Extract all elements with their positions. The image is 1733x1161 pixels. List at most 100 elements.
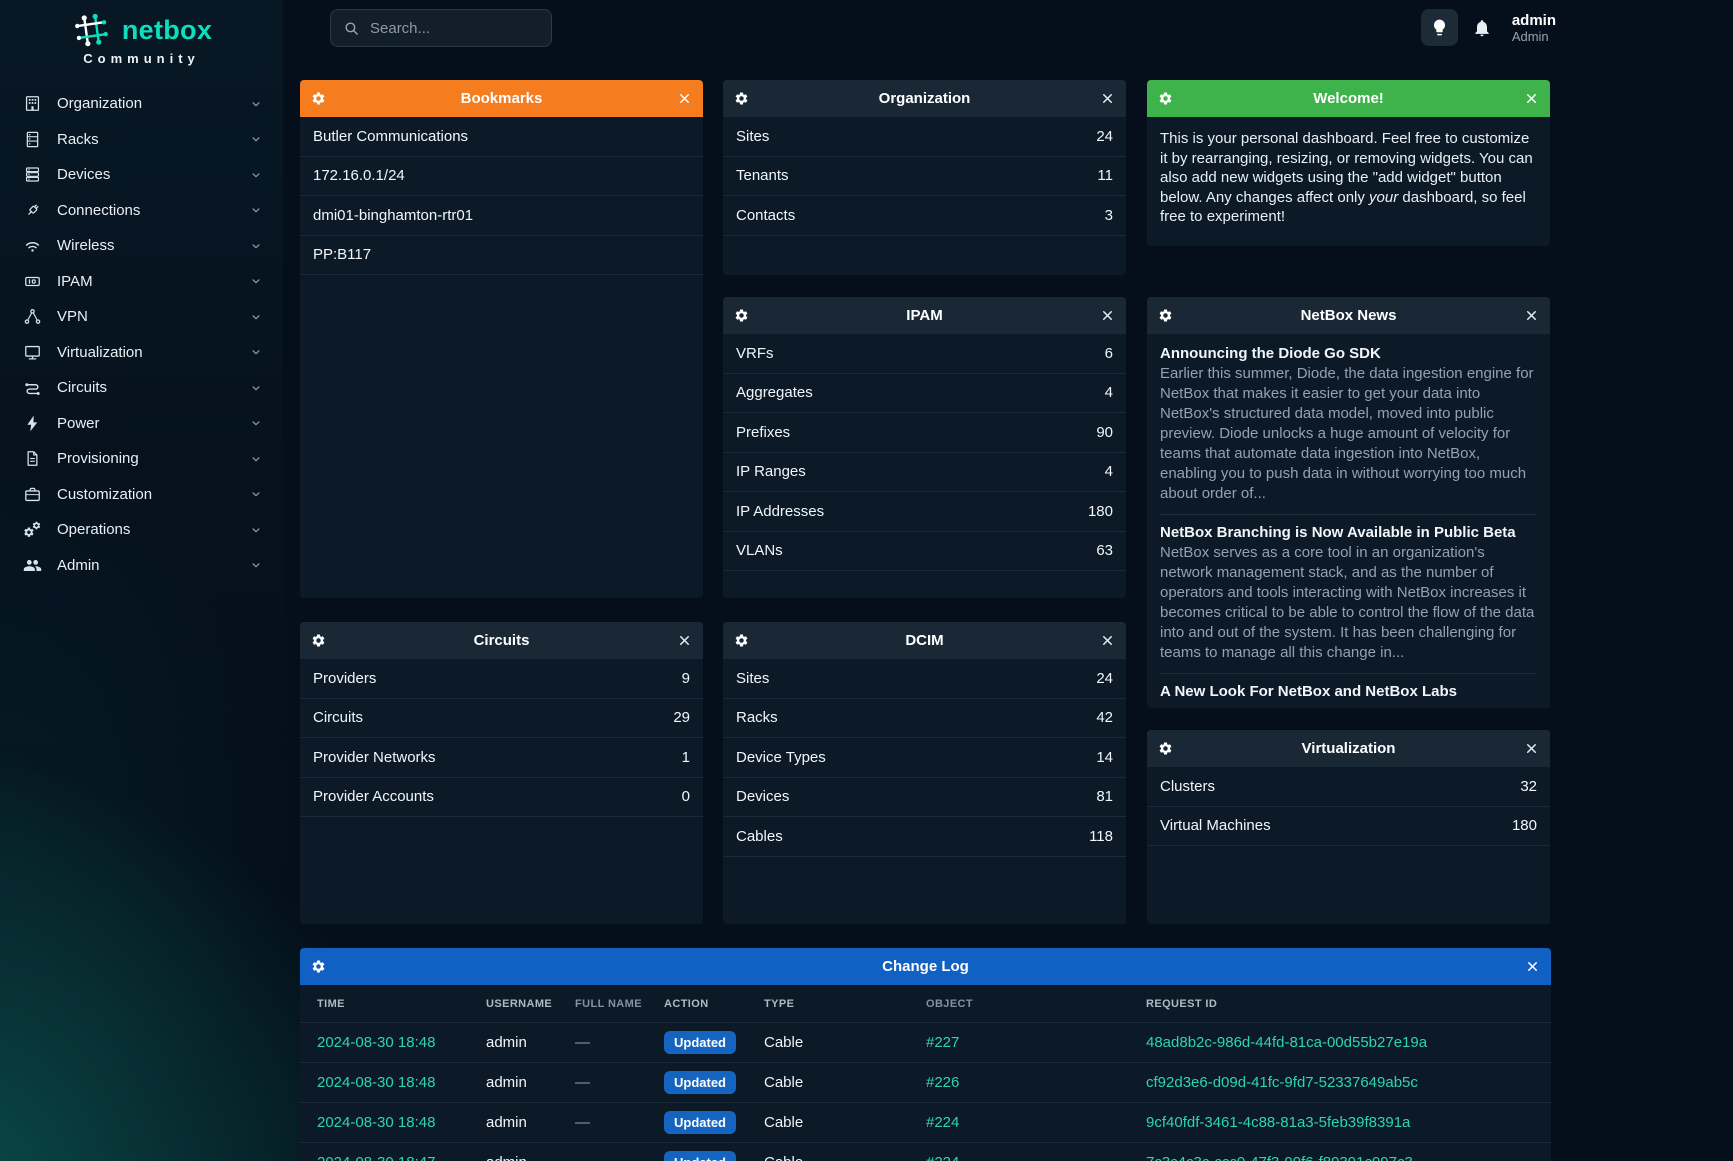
change-request-id-link[interactable]: 48ad8b2c-986d-44fd-81ca-00d55b27e19a xyxy=(1146,1034,1534,1051)
change-object-link[interactable]: #224 xyxy=(926,1114,1146,1131)
stat-link[interactable]: Clusters xyxy=(1160,778,1215,795)
change-request-id-link[interactable]: 7c3c4c3c-ccc0-47f3-99f6-f89391c997c3 xyxy=(1146,1154,1534,1161)
sidebar-item-label: Circuits xyxy=(57,379,234,396)
widget-config-button[interactable] xyxy=(311,633,326,648)
sidebar-item-racks[interactable]: Racks xyxy=(0,122,283,158)
column-header-type[interactable]: TYPE xyxy=(764,998,926,1010)
sidebar-item-connections[interactable]: Connections xyxy=(0,193,283,229)
bookmark-link[interactable]: dmi01-binghamton-rtr01 xyxy=(313,207,473,224)
sidebar-item-operations[interactable]: Operations xyxy=(0,512,283,548)
change-time-link[interactable]: 2024-08-30 18:48 xyxy=(317,1034,486,1051)
sidebar-item-label: Devices xyxy=(57,166,234,183)
plug-icon xyxy=(23,201,42,220)
change-time-link[interactable]: 2024-08-30 18:48 xyxy=(317,1074,486,1091)
sidebar-item-provisioning[interactable]: Provisioning xyxy=(0,441,283,477)
sidebar-item-ipam[interactable]: IPAM xyxy=(0,264,283,300)
change-object-link[interactable]: #226 xyxy=(926,1074,1146,1091)
sidebar-item-wireless[interactable]: Wireless xyxy=(0,228,283,264)
widget-config-button[interactable] xyxy=(311,91,326,106)
notifications-button[interactable] xyxy=(1472,18,1492,38)
stat-link[interactable]: Sites xyxy=(736,670,769,687)
search-box[interactable] xyxy=(330,9,552,47)
news-article: Announcing the Diode Go SDK Earlier this… xyxy=(1160,336,1537,514)
bookmark-link[interactable]: PP:B117 xyxy=(313,246,371,263)
stat-link[interactable]: Provider Networks xyxy=(313,749,436,766)
bell-icon xyxy=(1472,18,1492,38)
widget-close-button[interactable] xyxy=(1100,91,1115,106)
change-time-link[interactable]: 2024-08-30 18:47 xyxy=(317,1154,486,1161)
widget-title: Welcome! xyxy=(1187,90,1510,107)
chevron-down-icon xyxy=(249,239,263,253)
sidebar-item-power[interactable]: Power xyxy=(0,406,283,442)
widget-close-button[interactable] xyxy=(1525,959,1540,974)
stat-link[interactable]: Racks xyxy=(736,709,778,726)
close-icon xyxy=(1524,741,1539,756)
sidebar-item-organization[interactable]: Organization xyxy=(0,86,283,122)
widget-close-button[interactable] xyxy=(1100,308,1115,323)
widget-close-button[interactable] xyxy=(1524,741,1539,756)
changelog-row: 2024-08-30 18:48 admin — Updated Cable #… xyxy=(300,1102,1551,1142)
sidebar-item-circuits[interactable]: Circuits xyxy=(0,370,283,406)
monitor-icon xyxy=(23,343,42,362)
stat-link[interactable]: Prefixes xyxy=(736,424,790,441)
stat-value: 24 xyxy=(1096,670,1113,687)
news-headline-link[interactable]: Announcing the Diode Go SDK xyxy=(1160,345,1537,362)
widget-config-button[interactable] xyxy=(734,308,749,323)
widget-close-button[interactable] xyxy=(1100,633,1115,648)
widget-close-button[interactable] xyxy=(1524,308,1539,323)
netbox-logo[interactable]: netbox Community xyxy=(0,0,283,66)
stat-value: 90 xyxy=(1096,424,1113,441)
widget-close-button[interactable] xyxy=(677,91,692,106)
widget-config-button[interactable] xyxy=(311,959,326,974)
stat-link[interactable]: Sites xyxy=(736,128,769,145)
widget-config-button[interactable] xyxy=(1158,91,1173,106)
news-headline-link[interactable]: A New Look For NetBox and NetBox Labs xyxy=(1160,683,1537,700)
stat-value: 32 xyxy=(1520,778,1537,795)
sidebar-item-virtualization[interactable]: Virtualization xyxy=(0,335,283,371)
stat-value: 9 xyxy=(682,670,690,687)
stat-link[interactable]: Contacts xyxy=(736,207,795,224)
widget-config-button[interactable] xyxy=(1158,308,1173,323)
column-header-time[interactable]: TIME xyxy=(317,998,486,1010)
user-role: Admin xyxy=(1512,29,1556,44)
stat-link[interactable]: Virtual Machines xyxy=(1160,817,1271,834)
widget-config-button[interactable] xyxy=(734,633,749,648)
change-time-link[interactable]: 2024-08-30 18:48 xyxy=(317,1114,486,1131)
stat-link[interactable]: Tenants xyxy=(736,167,789,184)
stat-link[interactable]: Cables xyxy=(736,828,783,845)
column-header-action[interactable]: ACTION xyxy=(664,998,764,1010)
stat-link[interactable]: IP Ranges xyxy=(736,463,806,480)
sidebar-item-customization[interactable]: Customization xyxy=(0,477,283,513)
bookmark-link[interactable]: 172.16.0.1/24 xyxy=(313,167,405,184)
stat-link[interactable]: Circuits xyxy=(313,709,363,726)
stat-link[interactable]: IP Addresses xyxy=(736,503,824,520)
widget-config-button[interactable] xyxy=(734,91,749,106)
stat-link[interactable]: Provider Accounts xyxy=(313,788,434,805)
widget-close-button[interactable] xyxy=(1524,91,1539,106)
stat-link[interactable]: Device Types xyxy=(736,749,826,766)
change-request-id-link[interactable]: 9cf40fdf-3461-4c88-81a3-5feb39f8391a xyxy=(1146,1114,1534,1131)
stat-link[interactable]: VLANs xyxy=(736,542,783,559)
widget-config-button[interactable] xyxy=(1158,741,1173,756)
stat-link[interactable]: Devices xyxy=(736,788,789,805)
stat-value: 14 xyxy=(1096,749,1113,766)
change-request-id-link[interactable]: cf92d3e6-d09d-41fc-9fd7-52337649ab5c xyxy=(1146,1074,1534,1091)
sidebar-item-vpn[interactable]: VPN xyxy=(0,299,283,335)
news-headline-link[interactable]: NetBox Branching is Now Available in Pub… xyxy=(1160,524,1537,541)
sidebar-item-devices[interactable]: Devices xyxy=(0,157,283,193)
sidebar-item-admin[interactable]: Admin xyxy=(0,548,283,584)
theme-toggle-button[interactable] xyxy=(1421,9,1458,46)
search-input[interactable] xyxy=(370,20,520,37)
user-menu[interactable]: admin Admin xyxy=(1512,12,1556,44)
stat-link[interactable]: Providers xyxy=(313,670,376,687)
stat-link[interactable]: Aggregates xyxy=(736,384,813,401)
stat-link[interactable]: VRFs xyxy=(736,345,774,362)
widget-close-button[interactable] xyxy=(677,633,692,648)
close-icon xyxy=(1524,308,1539,323)
sidebar-item-label: Admin xyxy=(57,557,234,574)
bookmarks-widget: Bookmarks Butler Communications 172.16.0… xyxy=(300,80,703,598)
bookmark-link[interactable]: Butler Communications xyxy=(313,128,468,145)
change-object-link[interactable]: #224 xyxy=(926,1154,1146,1161)
column-header-username[interactable]: USERNAME xyxy=(486,998,575,1010)
change-object-link[interactable]: #227 xyxy=(926,1034,1146,1051)
